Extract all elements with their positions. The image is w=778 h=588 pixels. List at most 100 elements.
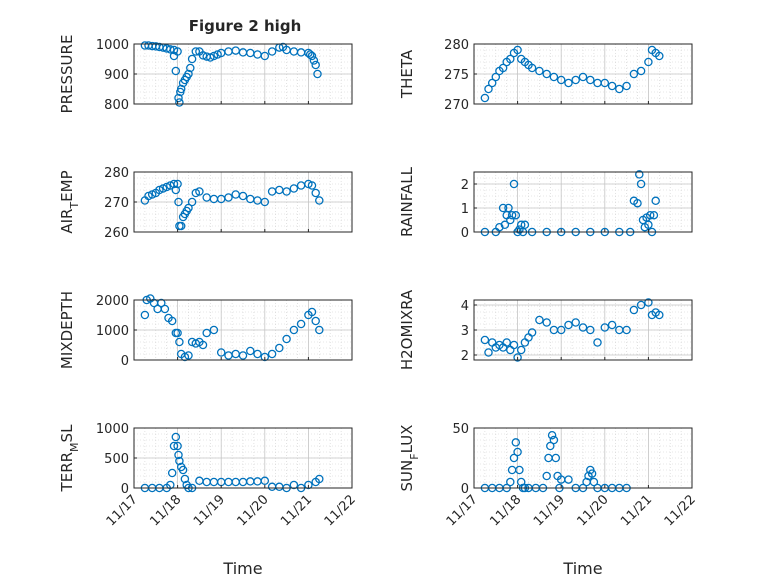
- h2omixra-point: [527, 328, 537, 337]
- h2omixra-point: [655, 310, 664, 320]
- h2omixra-ytick-label: 4: [461, 299, 469, 314]
- sun_flux-point: [511, 438, 521, 447]
- rainfall-point: [506, 215, 515, 225]
- mixdepth-ylabel: MIXDEPTH: [58, 291, 76, 369]
- mixdepth-point: [296, 319, 306, 329]
- theta-point: [487, 78, 497, 88]
- h2omixra-point: [593, 338, 602, 347]
- air_temp-point: [144, 191, 153, 201]
- mixdepth-point: [173, 328, 182, 338]
- theta-point: [607, 81, 617, 91]
- terr_msl-point: [315, 474, 324, 484]
- chart-h2omixra: 2 3 4 H2OMIXRA: [398, 289, 693, 370]
- pressure-point: [166, 45, 175, 54]
- theta-point: [636, 66, 646, 76]
- mixdepth-point: [315, 325, 324, 335]
- rainfall-point: [645, 210, 655, 220]
- terr_msl-ytick-label: 0: [121, 482, 129, 497]
- air_temp-point: [311, 188, 320, 198]
- h2omixra-point: [622, 325, 631, 335]
- rainfall-point: [498, 203, 508, 213]
- rainfall-ytick-label: 0: [461, 226, 469, 241]
- pressure-point: [198, 51, 208, 60]
- theta-point: [578, 72, 588, 82]
- sun_flux-point: [509, 453, 519, 463]
- pressure-point: [176, 84, 186, 94]
- terr_msl-point: [171, 432, 181, 442]
- air_temp-point: [238, 191, 248, 201]
- pressure-point: [267, 47, 277, 56]
- sun_flux-point: [589, 477, 599, 487]
- theta-point: [484, 84, 493, 94]
- pressure-point: [313, 69, 322, 79]
- theta-point: [571, 75, 580, 85]
- theta-point: [556, 75, 566, 85]
- mixdepth-point: [307, 307, 317, 317]
- mixdepth-point: [140, 310, 150, 320]
- rainfall-point: [495, 222, 504, 232]
- air_temp-point: [187, 197, 197, 207]
- air_temp-ylabel-sub: T: [68, 202, 81, 210]
- air_temp-point: [174, 197, 183, 207]
- mixdepth-ytick-label: 2000: [96, 294, 129, 309]
- mixdepth-point: [198, 340, 208, 350]
- terr_msl-point: [260, 476, 270, 486]
- air_temp-point: [289, 184, 299, 193]
- air_temp-point: [315, 196, 324, 205]
- sun_flux-point: [542, 471, 551, 481]
- theta-point: [564, 78, 573, 88]
- terr_msl-ytick-label: 1000: [96, 422, 129, 437]
- sun_flux-ytick-label: 50: [452, 422, 469, 437]
- chart-rainfall: 0 1 2 RAINFALL: [398, 166, 693, 241]
- theta-point: [586, 75, 595, 85]
- air_temp-point: [169, 179, 179, 189]
- h2omixra-point: [556, 325, 566, 335]
- air_temp-point: [176, 221, 186, 231]
- terr_msl-ylabel-sub: M: [68, 442, 81, 452]
- h2omixra-point: [513, 353, 522, 362]
- mixdepth-point: [202, 328, 211, 338]
- pressure-ytick-label: 1000: [96, 38, 129, 53]
- sun_flux-point: [564, 475, 573, 484]
- theta-point: [629, 69, 639, 79]
- pressure-point: [169, 51, 179, 61]
- rainfall-ytick-label: 1: [461, 202, 469, 217]
- air_temp-point: [173, 179, 182, 189]
- air_temp-point: [195, 187, 204, 196]
- air_temp-ylabel: AIRTEMP: [58, 170, 81, 233]
- rainfall-point: [520, 220, 530, 230]
- rainfall-point: [649, 210, 659, 220]
- pressure-point: [187, 54, 197, 64]
- mixdepth-point: [253, 349, 262, 359]
- chart-air_temp: 260 270 280 AIRTEMP: [58, 166, 353, 241]
- sun_flux-point: [506, 477, 515, 487]
- sun_flux-point: [516, 477, 526, 487]
- sun_flux-ylabel: SUNFLUX: [398, 425, 421, 492]
- air_temp-point: [224, 193, 233, 202]
- sun_flux-point: [551, 453, 561, 463]
- rainfall-point: [633, 198, 642, 208]
- air_temp-ytick-label: 270: [104, 196, 129, 211]
- h2omixra-point: [578, 323, 588, 332]
- mixdepth-point: [260, 352, 270, 362]
- mixdepth-point: [216, 348, 226, 357]
- h2omixra-point: [607, 320, 617, 330]
- rainfall-point: [635, 170, 644, 179]
- pressure-point: [184, 69, 193, 79]
- h2omixra-point: [571, 318, 580, 327]
- h2omixra-point: [484, 348, 493, 357]
- pressure-point: [307, 51, 317, 61]
- mixdepth-point: [184, 351, 193, 360]
- rainfall-axes-box: [473, 171, 693, 233]
- rainfall-ytick-label: 2: [461, 178, 469, 193]
- mixdepth-point: [246, 346, 255, 356]
- sun_flux-xlabel: Time: [562, 559, 602, 578]
- rainfall-ylabel: RAINFALL: [398, 166, 416, 237]
- terr_msl-point: [169, 441, 179, 451]
- h2omixra-point: [629, 305, 639, 315]
- air_temp-point: [282, 187, 291, 196]
- theta-point: [535, 66, 544, 76]
- rainfall-point: [651, 196, 660, 206]
- theta-point: [600, 78, 610, 88]
